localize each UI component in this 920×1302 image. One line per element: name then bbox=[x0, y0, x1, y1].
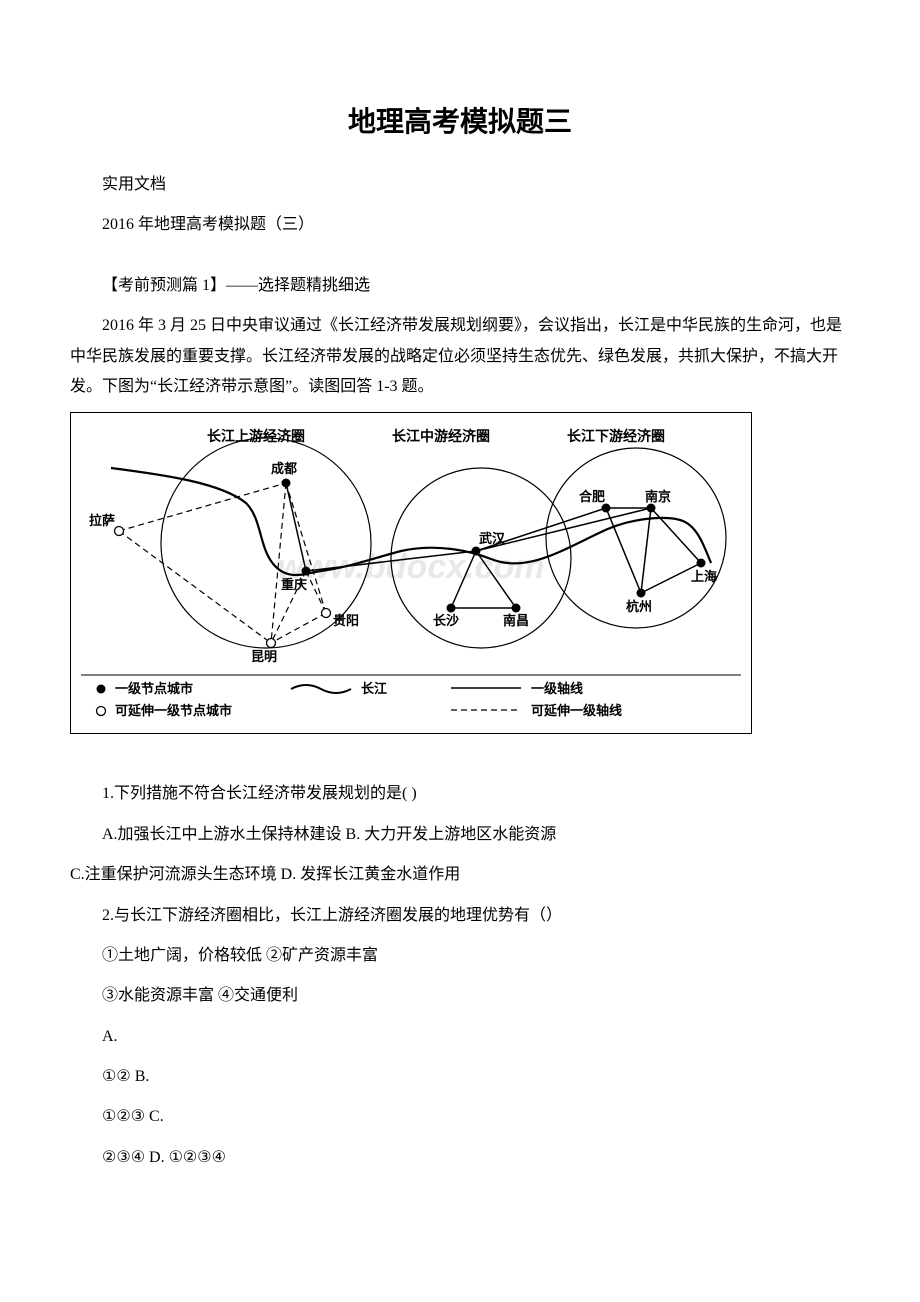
svg-text:www.bdocx.com: www.bdocx.com bbox=[277, 548, 544, 586]
diagram-frame: www.bdocx.com 长江上游经济圈 长江中游经济圈 长江下游经济圈拉萨 成都重庆… bbox=[70, 412, 752, 734]
svg-text:长江下游经济圈: 长江下游经济圈 bbox=[567, 428, 665, 444]
svg-text:可延伸一级轴线: 可延伸一级轴线 bbox=[531, 703, 622, 718]
page-title: 地理高考模拟题三 bbox=[70, 100, 850, 140]
svg-text:贵阳: 贵阳 bbox=[333, 613, 359, 628]
svg-text:一级节点城市: 一级节点城市 bbox=[115, 681, 193, 696]
subtitle: 2016 年地理高考模拟题（三） bbox=[70, 210, 850, 240]
svg-text:成都: 成都 bbox=[271, 461, 297, 476]
q2-line1: ①土地广阔，价格较低 ②矿产资源丰富 bbox=[70, 941, 850, 971]
q2-opt-c: ①②③ C. bbox=[70, 1102, 850, 1132]
q2-opt-a: A. bbox=[70, 1022, 850, 1052]
q1-option-ab: A.加强长江中上游水土保持林建设 B. 大力开发上游地区水能资源 bbox=[70, 820, 850, 850]
q2-opt-b: ①② B. bbox=[70, 1062, 850, 1092]
svg-text:重庆: 重庆 bbox=[281, 577, 307, 592]
q2-line2: ③水能资源丰富 ④交通便利 bbox=[70, 981, 850, 1011]
q1-stem: 1.下列措施不符合长江经济带发展规划的是( ) bbox=[70, 779, 850, 809]
q1-option-cd: C.注重保护河流源头生态环境 D. 发挥长江黄金水道作用 bbox=[70, 860, 850, 890]
svg-text:长沙: 长沙 bbox=[433, 613, 459, 628]
svg-text:南昌: 南昌 bbox=[503, 613, 529, 628]
svg-text:拉萨: 拉萨 bbox=[89, 513, 115, 528]
q2-opt-d: ②③④ D. ①②③④ bbox=[70, 1143, 850, 1173]
svg-text:武汉: 武汉 bbox=[479, 531, 506, 546]
svg-text:杭州: 杭州 bbox=[626, 599, 652, 614]
svg-text:长江上游经济圈: 长江上游经济圈 bbox=[207, 428, 305, 444]
svg-text:南京: 南京 bbox=[645, 489, 671, 504]
diagram-svg: www.bdocx.com 长江上游经济圈 长江中游经济圈 长江下游经济圈拉萨 成都重庆… bbox=[71, 413, 751, 733]
diagram-container: www.bdocx.com 长江上游经济圈 长江中游经济圈 长江下游经济圈拉萨 成都重庆… bbox=[70, 412, 850, 739]
svg-text:一级轴线: 一级轴线 bbox=[531, 681, 583, 696]
svg-text:上海: 上海 bbox=[691, 569, 717, 584]
svg-text:昆明: 昆明 bbox=[251, 649, 277, 664]
section-heading: 【考前预测篇 1】——选择题精挑细选 bbox=[70, 271, 850, 301]
header-tag: 实用文档 bbox=[70, 170, 850, 200]
svg-text:合肥: 合肥 bbox=[579, 489, 605, 504]
passage: 2016 年 3 月 25 日中央审议通过《长江经济带发展规划纲要》，会议指出，… bbox=[70, 311, 850, 402]
svg-text:长江: 长江 bbox=[361, 681, 387, 696]
svg-text:长江中游经济圈: 长江中游经济圈 bbox=[392, 428, 490, 444]
q2-stem: 2.与长江下游经济圈相比，长江上游经济圈发展的地理优势有（） bbox=[70, 901, 850, 931]
svg-text:可延伸一级节点城市: 可延伸一级节点城市 bbox=[115, 703, 232, 718]
